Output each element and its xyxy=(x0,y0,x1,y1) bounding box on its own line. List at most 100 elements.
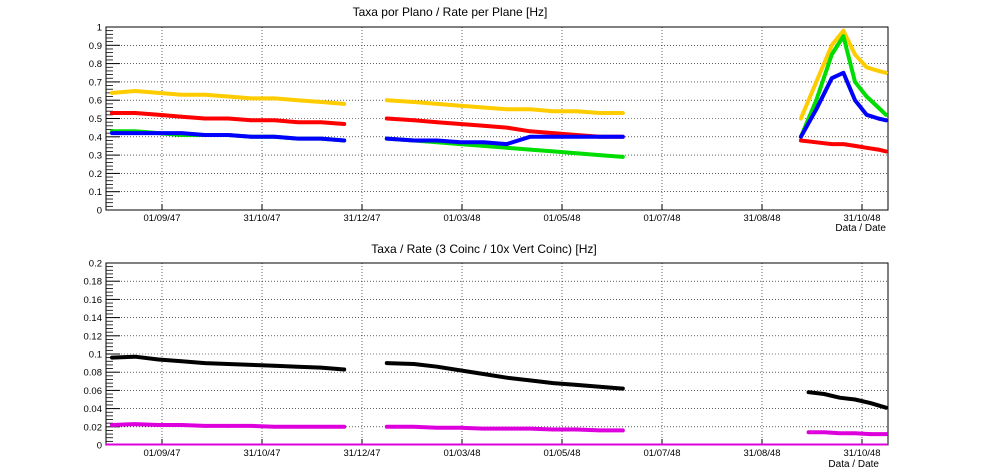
data-point-black xyxy=(156,357,161,362)
data-point-gold xyxy=(853,52,857,57)
data-point-magenta xyxy=(272,425,277,429)
data-point-magenta xyxy=(179,423,184,427)
data-point-black xyxy=(551,381,555,385)
data-point-gold xyxy=(156,91,161,95)
data-point-magenta xyxy=(156,423,161,427)
data-point-magenta xyxy=(384,425,389,429)
data-point-magenta xyxy=(504,426,509,431)
panel-1-x-axis: 01/09/47 31/10/47 31/12/47 01/03/48 01/05/48… xyxy=(144,204,881,224)
data-point-blue xyxy=(179,131,184,135)
data-point-black xyxy=(621,386,625,391)
data-point-blue xyxy=(574,135,579,139)
data-point-gold xyxy=(621,111,625,115)
data-point-green xyxy=(621,155,625,159)
data-point-gold xyxy=(799,116,803,121)
data-point-black xyxy=(504,375,509,380)
x-tick-label: 01/07/48 xyxy=(644,448,681,459)
data-point-black xyxy=(853,397,857,402)
data-point-red xyxy=(272,118,277,123)
data-point-blue xyxy=(597,135,602,139)
data-point-black xyxy=(110,355,114,360)
data-point-red xyxy=(799,138,803,143)
data-point-red xyxy=(295,120,300,124)
data-point-blue xyxy=(319,136,323,141)
data-point-green xyxy=(551,149,555,154)
data-point-blue xyxy=(295,136,300,141)
data-point-red xyxy=(156,113,161,117)
data-point-blue xyxy=(384,136,389,141)
y-tick-label: 0.02 xyxy=(84,422,103,433)
x-tick-label: 31/10/48 xyxy=(844,213,881,224)
data-point-black xyxy=(133,354,138,359)
data-point-black xyxy=(412,362,416,366)
data-point-gold xyxy=(528,107,532,112)
rate-per-plane-panel: Taxa por Plano / Rate per Plane [Hz] 0 0.… xyxy=(89,5,889,234)
data-point-magenta xyxy=(110,423,114,427)
y-tick-label: 0.14 xyxy=(84,313,103,324)
x-tick-label: 01/03/48 xyxy=(444,213,481,224)
y-tick-label: 0.16 xyxy=(84,295,103,306)
data-point-gold xyxy=(133,89,138,93)
data-point-red xyxy=(384,116,389,121)
data-point-magenta xyxy=(574,427,579,432)
data-point-black xyxy=(249,363,254,367)
data-point-blue xyxy=(412,138,416,143)
series-gold-segment-1 xyxy=(384,98,625,115)
data-point-gold xyxy=(551,109,555,113)
y-tick-label: 0.12 xyxy=(84,331,103,342)
data-point-magenta xyxy=(319,425,323,429)
y-tick-label: 0.06 xyxy=(84,386,103,397)
data-point-red xyxy=(342,122,347,126)
data-point-magenta xyxy=(342,425,347,429)
series-blue-segment-2 xyxy=(798,70,888,139)
x-tick-label: 31/12/47 xyxy=(344,213,381,224)
data-point-magenta xyxy=(249,424,254,428)
x-tick-label: 01/07/48 xyxy=(644,213,681,224)
panel-1-grid xyxy=(106,27,888,210)
data-point-black xyxy=(435,364,439,369)
data-point-green xyxy=(853,80,857,84)
data-point-black xyxy=(203,361,207,365)
data-point-magenta xyxy=(412,425,416,429)
data-point-gold xyxy=(342,102,347,106)
data-point-red xyxy=(249,118,254,123)
data-point-blue xyxy=(435,138,439,143)
data-point-green xyxy=(597,153,602,157)
data-point-magenta xyxy=(884,432,888,436)
data-point-blue xyxy=(133,131,138,135)
data-point-green xyxy=(884,113,888,117)
data-point-black xyxy=(319,365,323,370)
data-point-blue xyxy=(249,135,254,139)
panel-1-y-axis: 0 0.1 0.2 0.3 0.4 0.5 0.6 0.7 0.8 0.9 1 xyxy=(89,23,120,217)
data-point-green xyxy=(574,151,579,156)
data-point-gold xyxy=(319,100,323,104)
data-point-magenta xyxy=(621,428,625,433)
data-point-blue xyxy=(458,140,463,145)
y-tick-label: 0 xyxy=(97,206,102,217)
data-point-red xyxy=(528,129,532,134)
data-point-blue xyxy=(830,76,834,81)
panel-2-grid xyxy=(106,263,888,445)
data-point-gold xyxy=(226,94,230,99)
data-point-red xyxy=(864,145,869,150)
y-tick-label: 0.6 xyxy=(89,96,102,107)
x-tick-label: 01/05/48 xyxy=(544,213,581,224)
data-point-red xyxy=(319,120,323,124)
y-tick-label: 0.1 xyxy=(89,350,102,361)
data-point-gold xyxy=(876,69,881,73)
data-point-green xyxy=(864,94,869,99)
data-point-blue xyxy=(853,98,857,102)
data-point-gold xyxy=(830,43,834,48)
data-point-magenta xyxy=(853,431,857,435)
data-point-red xyxy=(412,118,416,123)
data-point-magenta xyxy=(458,425,463,430)
data-point-green xyxy=(841,34,846,38)
data-point-red xyxy=(203,116,207,121)
data-point-blue xyxy=(814,107,819,112)
data-point-red xyxy=(884,149,888,154)
data-point-blue xyxy=(156,131,161,135)
data-point-red xyxy=(853,144,857,148)
data-point-magenta xyxy=(837,431,842,435)
y-tick-label: 0.9 xyxy=(89,41,102,52)
